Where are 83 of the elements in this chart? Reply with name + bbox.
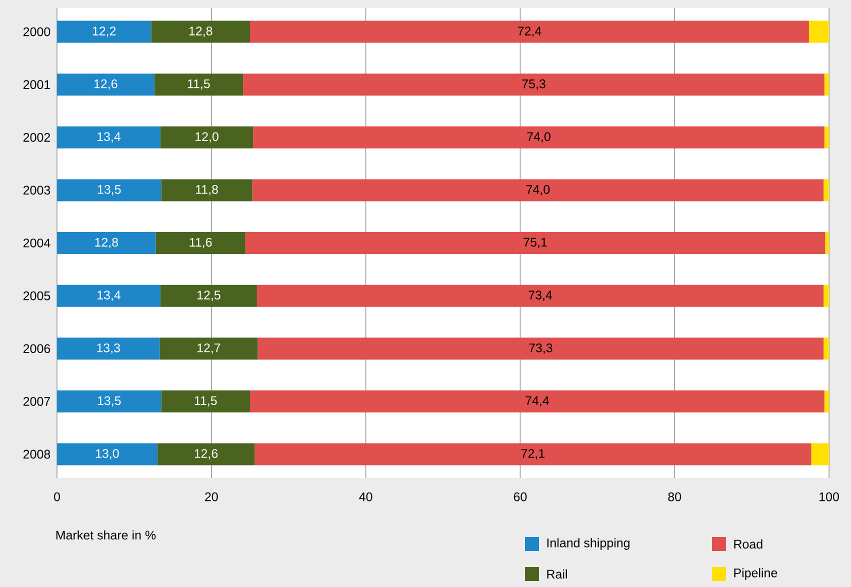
- data-label: 13,5: [98, 396, 121, 407]
- bar: [154, 74, 244, 96]
- legend-label: Road: [734, 539, 762, 549]
- data-label: 11,5: [188, 79, 210, 90]
- data-label: 12,2: [92, 26, 116, 37]
- x-tick-label: 80: [668, 492, 682, 502]
- bar: [258, 338, 824, 360]
- legend-label: Rail: [547, 569, 567, 579]
- bar: [151, 20, 250, 43]
- data-label: 12,5: [197, 290, 220, 301]
- bar: [811, 443, 830, 466]
- data-label: 73,3: [529, 343, 552, 354]
- bar: [252, 179, 824, 202]
- data-label: 75,1: [524, 238, 547, 248]
- data-label: 12,7: [197, 343, 220, 354]
- y-tick-label: 2002: [23, 132, 50, 142]
- bar: [824, 126, 830, 148]
- bar: [824, 338, 830, 360]
- bar: [161, 179, 252, 202]
- data-label: 74,0: [526, 185, 550, 196]
- bar: [824, 179, 830, 202]
- data-label: 72,1: [521, 449, 544, 460]
- data-label: 12,8: [95, 238, 118, 248]
- bar: [161, 390, 250, 412]
- data-label: 11,8: [196, 185, 218, 196]
- bar: [243, 74, 824, 96]
- bar: [160, 338, 258, 360]
- data-label: 13,3: [97, 343, 120, 354]
- data-label: 12,6: [194, 449, 218, 460]
- data-label: 74,0: [527, 132, 550, 143]
- bar: [256, 284, 824, 307]
- y-tick-label: 2004: [23, 238, 50, 248]
- bar: [250, 20, 809, 43]
- bar: [57, 338, 160, 360]
- bar: [157, 443, 255, 466]
- y-tick-label: 2008: [23, 450, 50, 459]
- data-label: 74,4: [526, 396, 549, 407]
- bar: [245, 232, 826, 254]
- bar: [156, 232, 246, 254]
- bar: [57, 232, 156, 254]
- y-tick-label: 2003: [23, 186, 50, 195]
- y-tick-label: 2007: [23, 397, 50, 406]
- bar: [57, 390, 162, 412]
- bar: [57, 126, 160, 148]
- bar: [160, 284, 257, 307]
- data-label: 72,4: [518, 26, 542, 37]
- bar: [57, 20, 152, 43]
- bar: [57, 443, 158, 466]
- data-label: 12,6: [94, 79, 118, 90]
- data-label: 11,6: [190, 238, 212, 248]
- x-axis-title: Market share in %: [56, 530, 156, 540]
- bar: [824, 390, 830, 412]
- bar: [160, 126, 254, 148]
- y-tick-label: 2006: [23, 344, 50, 354]
- data-label: 13,5: [98, 185, 121, 196]
- data-label: 13,4: [98, 290, 121, 301]
- data-label: 13,0: [96, 449, 119, 460]
- data-label: 12,0: [196, 132, 218, 143]
- data-label: 12,8: [189, 26, 212, 37]
- y-tick-label: 2001: [23, 80, 50, 90]
- data-label: 11,5: [194, 396, 217, 407]
- bar: [254, 443, 812, 466]
- y-tick-label: 2000: [23, 27, 50, 36]
- bar: [57, 74, 154, 96]
- bar: [57, 179, 162, 202]
- legend-label: Inland shipping: [547, 538, 630, 550]
- bar: [824, 284, 830, 307]
- bar: [808, 20, 830, 43]
- x-tick-label: 60: [514, 492, 527, 502]
- bar: [253, 126, 824, 148]
- data-label: 13,4: [98, 132, 121, 143]
- x-tick-label: 100: [820, 492, 839, 502]
- x-tick-label: 0: [54, 492, 60, 502]
- x-tick-label: 40: [359, 492, 372, 502]
- x-tick-label: 20: [205, 492, 218, 502]
- bar: [824, 74, 830, 96]
- legend-label: Pipeline: [734, 568, 778, 580]
- data-label: 73,4: [528, 290, 552, 301]
- bar: [825, 232, 830, 254]
- y-tick-label: 2005: [23, 291, 50, 300]
- data-label: 75,3: [522, 79, 546, 90]
- bar: [57, 284, 160, 307]
- bar: [250, 390, 824, 412]
